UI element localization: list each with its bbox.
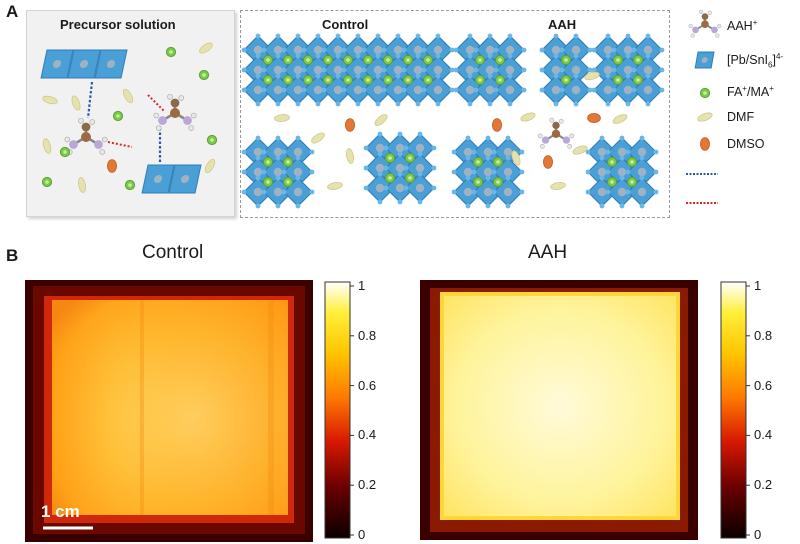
colorbar-tick-label-right: 0.8	[754, 327, 773, 343]
colorbar-tick-label-right: 0	[754, 527, 762, 542]
crystal-comparison-box	[240, 10, 670, 218]
legend-cation: FA+/MA+	[727, 84, 774, 100]
octahedron-icon	[694, 51, 715, 69]
colorbar-right	[720, 281, 747, 539]
aah-heatmap	[420, 280, 698, 540]
control-heatmap	[25, 280, 313, 542]
precursor-contents	[40, 40, 218, 194]
precursor-title: Precursor solution	[60, 17, 176, 32]
colorbar-tick-label-left: 0.4	[358, 427, 377, 443]
heatmap-title-control: Control	[142, 242, 204, 263]
legend-aah: AAH+	[727, 18, 758, 34]
colorbar-tick-label-right: 0.6	[754, 377, 773, 393]
colorbar-tick-label-left: 0.8	[358, 327, 377, 343]
legend-octahedron: [Pb/SnI6]4-	[727, 52, 784, 70]
colorbar-tick-label-right: 0.4	[754, 427, 773, 443]
legend-dmso: DMSO	[727, 137, 765, 151]
colorbar-left	[324, 281, 351, 539]
colorbar-tick-label-right: 0.2	[754, 477, 773, 493]
panel-letter-a: A	[6, 2, 19, 21]
control-title: Control	[322, 17, 369, 32]
scale-bar-label: 1 cm	[41, 502, 80, 521]
colorbar-tick-label-left: 0	[358, 527, 366, 542]
colorbar-tick-label-left: 1	[358, 278, 366, 293]
legend-icons	[686, 8, 723, 204]
colorbar-tick-label-left: 0.2	[358, 477, 377, 493]
colorbar-tick-label-right: 1	[754, 278, 762, 293]
aah-title: AAH	[548, 17, 577, 32]
panel-letter-b: B	[6, 246, 19, 265]
heatmap-title-aah: AAH	[528, 242, 568, 263]
colorbar-tick-label-left: 0.6	[358, 377, 377, 393]
legend-dmf: DMF	[727, 110, 755, 124]
